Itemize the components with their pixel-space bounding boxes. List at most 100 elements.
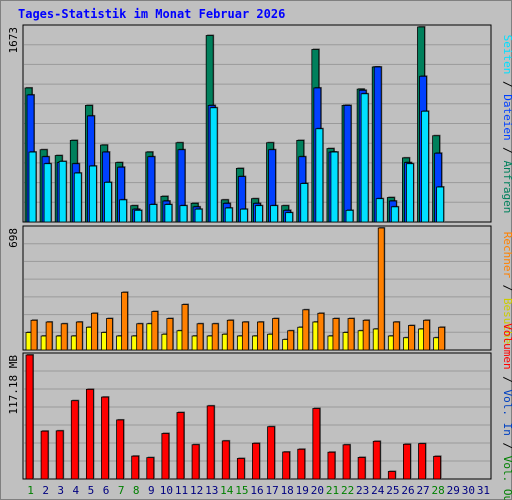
x-tick-label: 26 [401,484,414,497]
seiten-bar [164,204,173,223]
seiten-bar [88,165,97,223]
seiten-bar [43,163,52,223]
legend-entry: / [501,74,512,94]
rechner-bar [90,312,98,351]
rechner-bar [408,325,415,351]
volumen-bar [403,443,411,480]
rechner-bar [196,323,204,351]
seiten-bar [119,199,127,223]
legend-volume: Volumen / Vol. In / Vol. Out [501,323,512,500]
legend-visits: Rechner / Besuche [501,232,512,345]
volumen-bar [116,419,124,480]
seiten-bar [436,186,445,223]
rechner-bar [347,318,355,351]
legend-entry: Besuche [501,298,512,344]
rechner-bar [317,312,325,351]
rechner-bar [362,319,370,351]
x-tick-label: 19 [296,484,309,497]
rechner-bar [241,321,249,351]
legend-entry: / [501,370,512,390]
rechner-bar [151,311,159,351]
x-tick-label: 25 [386,484,399,497]
x-tick-label: 17 [265,484,278,497]
rechner-bar [302,309,310,351]
legend-entry: / [501,436,512,456]
x-tick-label: 22 [341,484,354,497]
legend-entry: Anfragen [501,160,512,213]
rechner-bar [211,323,219,351]
volumen-bar [252,442,260,480]
rechner-bar [166,318,174,351]
x-tick-label: 11 [175,484,188,497]
legend-requests: Seiten / Dateien / Anfragen [501,35,512,214]
legend-entry: Vol. Out [501,456,512,500]
rechner-bar [272,318,279,351]
volumen-bar [161,433,170,480]
rechner-bar [226,319,234,351]
x-tick-label: 6 [103,484,110,497]
x-tick-label: 23 [356,484,369,497]
legend-entry: Rechner [501,232,512,279]
rechner-bar [136,323,144,351]
seiten-bar [73,172,82,223]
volumen-bar [342,444,351,480]
x-tick-label: 21 [326,484,339,497]
seiten-bar [209,107,218,223]
rechner-bar [392,321,400,351]
rechner-bar [181,304,189,351]
panel-2-background [22,225,492,351]
y-axis-max-label: 117.18 MB [7,355,20,415]
y-axis-max-label: 1673 [7,27,20,54]
dateien-bar [343,105,352,223]
volumen-bar [85,388,94,480]
seiten-bar [406,163,414,223]
x-tick-label: 2 [42,484,49,497]
x-tick-label: 1 [27,484,34,497]
x-tick-label: 4 [73,484,80,497]
legend-entry: Volumen [501,323,512,369]
legend-entry: Seiten [501,35,512,75]
y-axis-max-label: 698 [7,228,20,248]
volumen-bar [387,471,396,480]
rechner-bar [60,323,68,351]
volumen-bar [297,448,306,480]
x-tick-label: 15 [235,484,248,497]
x-tick-label: 13 [205,484,218,497]
x-tick-label: 7 [118,484,125,497]
seiten-bar [345,209,354,223]
volumen-bar [433,455,442,480]
rechner-bar [423,319,430,351]
seiten-bar [315,128,324,223]
x-tick-label: 20 [311,484,324,497]
seiten-bar [194,208,203,223]
seiten-bar [390,206,399,223]
volumen-bar [40,430,49,480]
rechner-bar [257,321,264,351]
seiten-bar [104,181,112,223]
seiten-bar [270,205,278,223]
rechner-bar [121,291,128,351]
x-tick-label: 9 [148,484,155,497]
x-tick-label: 29 [447,484,460,497]
legend-entry: Dateien [501,94,512,140]
seiten-bar [360,93,369,223]
x-tick-label: 12 [190,484,203,497]
seiten-bar [375,198,384,223]
seiten-bar [421,110,429,223]
volumen-bar [312,408,321,480]
rechner-bar [75,321,83,351]
volumen-bar [221,440,230,480]
x-tick-label: 16 [250,484,263,497]
volumen-bar [191,444,200,480]
rechner-bar [332,318,340,351]
volumen-bar [131,455,140,480]
volumen-bar [206,405,215,480]
volumen-bar [176,412,185,480]
x-tick-label: 24 [371,484,385,497]
seiten-bar [134,209,143,223]
legend-entry: / [501,141,512,161]
x-tick-label: 14 [220,484,234,497]
seiten-bar [300,183,309,223]
volumen-bar [418,443,426,480]
